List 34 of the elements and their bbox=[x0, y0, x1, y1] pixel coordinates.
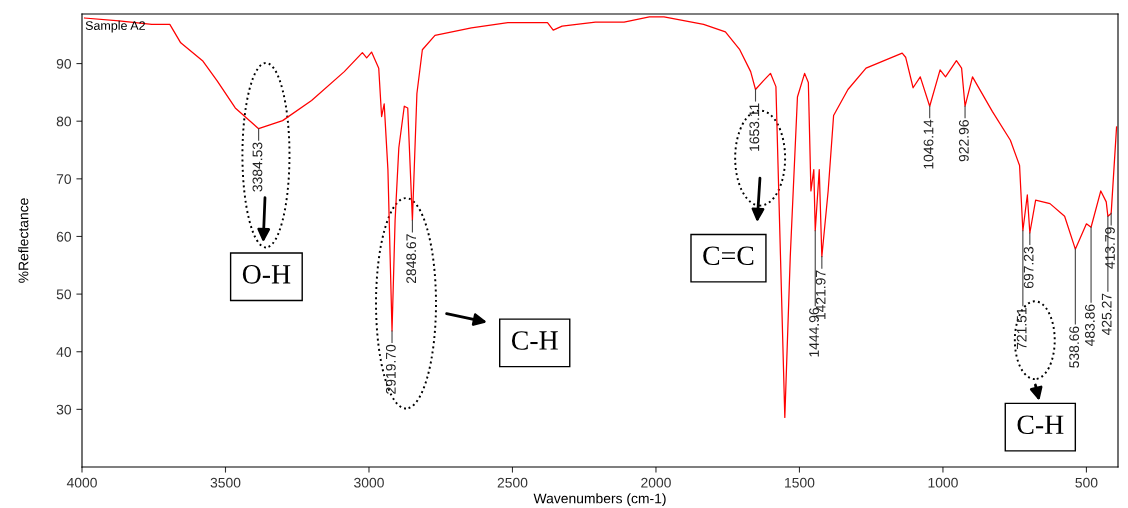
annotation: 483.86 bbox=[1084, 304, 1095, 347]
y-tick-label: 90 bbox=[56, 58, 72, 69]
x-tick-label: 1500 bbox=[785, 477, 815, 488]
y-tick-label: 80 bbox=[56, 116, 72, 127]
y-tick-label: 70 bbox=[56, 174, 72, 184]
y-tick-label: 60 bbox=[56, 231, 72, 242]
annotation: 538.66 bbox=[1069, 326, 1080, 368]
x-tick-label: 3500 bbox=[210, 477, 241, 488]
annotation: 413.79 bbox=[1105, 227, 1115, 269]
x-tick-label: 1000 bbox=[928, 477, 958, 488]
annotation: C-H bbox=[1017, 415, 1064, 435]
x-tick-label: 4000 bbox=[66, 477, 97, 488]
annotation: 3384.53 bbox=[252, 142, 263, 192]
x-tick-label: 500 bbox=[1075, 477, 1098, 488]
x-axis-title: Wavenumbers (cm-1) bbox=[533, 493, 666, 507]
annotation: C=C bbox=[703, 246, 754, 266]
annotation: 1046.14 bbox=[923, 119, 934, 169]
annotation: 721.51 bbox=[1016, 308, 1027, 350]
x-tick-label: 2500 bbox=[497, 477, 528, 488]
annotation: 2848.67 bbox=[406, 234, 417, 284]
annotation: Sample A2 bbox=[85, 20, 145, 33]
annotation: O-H bbox=[242, 265, 291, 284]
annotation: C-H bbox=[511, 331, 558, 350]
y-tick-label: 50 bbox=[56, 289, 72, 300]
x-tick-label: 2000 bbox=[641, 477, 671, 488]
y-tick-label: 40 bbox=[56, 347, 72, 357]
annotation: 922.96 bbox=[958, 120, 969, 162]
annotation: 1653.11 bbox=[749, 103, 760, 151]
y-axis-title: %Reflectance bbox=[18, 198, 29, 283]
annotation: 2919.70 bbox=[385, 344, 396, 394]
annotation: 425.27 bbox=[1101, 293, 1112, 336]
y-tick-label: 30 bbox=[56, 404, 72, 415]
x-tick-label: 3000 bbox=[354, 477, 384, 488]
annotation: 697.23 bbox=[1023, 246, 1034, 289]
